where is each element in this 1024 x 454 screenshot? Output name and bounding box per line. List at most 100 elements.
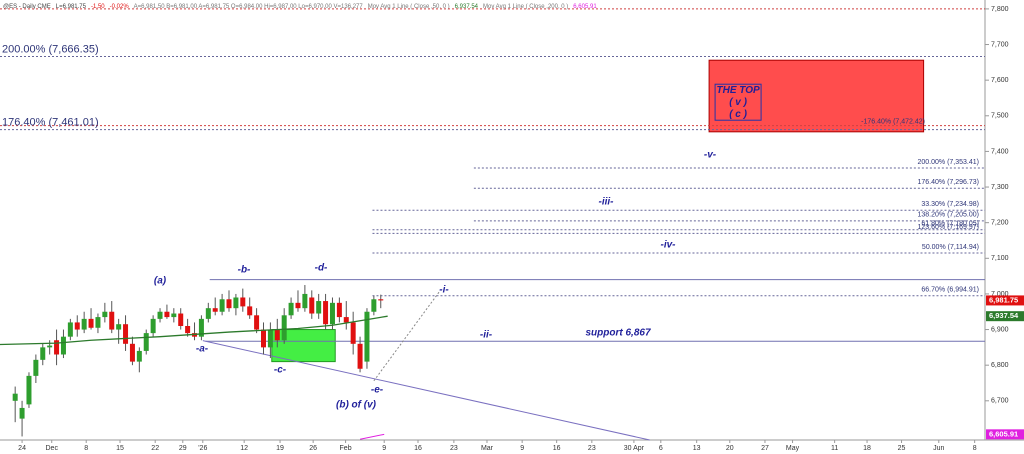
price-tag — [986, 295, 1024, 306]
y-tick-label: 7,100 — [991, 255, 1009, 262]
annotation: (b) of (v) — [336, 400, 377, 411]
candle-body — [109, 311, 115, 330]
price-tag-label: 6,981.75 — [989, 295, 1018, 304]
y-tick-label: 7,700 — [991, 41, 1009, 48]
candle-body — [323, 301, 329, 325]
annotation: -b- — [238, 265, 251, 276]
candle-body — [212, 308, 218, 312]
header-item: L=6,981.75 — [56, 4, 87, 10]
top-label: THE TOP — [717, 85, 760, 96]
y-tick-label: 7,600 — [991, 77, 1009, 84]
x-tick-label: 6 — [659, 445, 663, 452]
x-tick-label: 16 — [414, 445, 422, 452]
candle-body — [295, 302, 301, 309]
candle-body — [74, 322, 80, 330]
candle-body — [19, 407, 25, 419]
candle-body — [350, 322, 356, 344]
annotation: -ii- — [480, 330, 493, 341]
candle-body — [129, 343, 135, 362]
x-tick-label: 24 — [18, 445, 26, 452]
annotation: -c- — [274, 365, 287, 376]
header-item: 6,605.91 — [573, 4, 597, 10]
x-tick-label: 9 — [382, 445, 386, 452]
header: @ES - Daily CME L=6,981.75 -1.50 -0.02% A=6,… — [3, 4, 597, 10]
x-tick-label: 20 — [726, 445, 734, 452]
candle-body — [364, 311, 370, 362]
annotation: -e- — [371, 385, 384, 396]
price-tag-label: 6,605.91 — [989, 429, 1018, 438]
level-label: 138.20% (7,205.00) — [918, 212, 980, 219]
level-label: 200.00% (7,353.41) — [918, 159, 980, 166]
candle-body — [302, 293, 308, 309]
header-item: A=6,981.50 B=6,981.00 A=6,981.75 O=6,984… — [134, 4, 364, 10]
x-tick-label: Mar — [481, 445, 494, 452]
candle-body — [26, 375, 32, 405]
annotation: -v- — [704, 150, 717, 161]
x-tick-label: 18 — [863, 445, 871, 452]
level-label: 123.60% (7,169.97) — [918, 224, 980, 231]
y-tick-label: 7,000 — [991, 291, 1009, 298]
candle-body — [240, 297, 246, 307]
candle-body — [288, 302, 294, 316]
x-tick-label: 19 — [276, 445, 284, 452]
annotation: -d- — [315, 263, 328, 274]
y-tick-label: 7,500 — [991, 113, 1009, 120]
x-tick-label: 13 — [693, 445, 701, 452]
x-tick-label: 9 — [520, 445, 524, 452]
annotation: -i- — [439, 285, 449, 296]
box-zone — [271, 329, 336, 363]
level-label: 61.80% (7,180.05) — [921, 221, 979, 228]
candle-body — [136, 350, 142, 362]
candle-body — [378, 299, 384, 301]
ma200 — [359, 433, 385, 440]
level-label: 176.40% (7,461.01) — [2, 117, 99, 129]
projection — [373, 290, 441, 382]
candle-body — [316, 301, 322, 314]
level-label: 200.00% (7,666.35) — [2, 43, 99, 55]
candle-body — [219, 299, 225, 312]
x-tick-label: 16 — [553, 445, 561, 452]
header-item: -1.50 — [91, 4, 105, 10]
candle-body — [198, 318, 204, 337]
x-tick-label: Dec — [46, 445, 59, 452]
level-label: 33.30% (7,234.98) — [921, 201, 979, 208]
top-label: ( c ) — [729, 109, 747, 120]
x-tick-label: 23 — [588, 445, 596, 452]
x-tick-label: 15 — [116, 445, 124, 452]
candle-body — [343, 317, 349, 323]
annotation: (a) — [154, 276, 167, 287]
candle-body — [281, 315, 287, 341]
candle-body — [254, 315, 260, 330]
x-tick-label: 26 — [309, 445, 317, 452]
header-item: 6,937.54 — [455, 4, 479, 10]
header-item: -0.02% — [110, 4, 130, 10]
x-tick-label: Jun — [933, 445, 944, 452]
annotation: -iii- — [599, 197, 615, 208]
candle-body — [371, 299, 377, 312]
annotation: -iv- — [661, 240, 677, 251]
x-tick-label: '26 — [198, 445, 207, 452]
candle-body — [123, 324, 129, 344]
header-item: @ES - Daily CME — [3, 4, 51, 10]
candle-body — [267, 329, 273, 348]
x-tick-label: May — [786, 445, 800, 452]
candle-body — [67, 322, 73, 337]
candle-body — [143, 333, 149, 351]
annotation: support 6,867 — [585, 328, 650, 339]
level-label: -176.40% (7,472.42) — [861, 118, 925, 125]
candle-body — [329, 302, 335, 325]
candle-body — [357, 343, 363, 369]
candle-body — [247, 306, 253, 316]
y-tick-label: 6,800 — [991, 362, 1009, 369]
candle-body — [60, 336, 66, 355]
candle-body — [205, 308, 211, 319]
x-tick-label: 27 — [761, 445, 769, 452]
y-tick-label: 6,700 — [991, 398, 1009, 405]
level-label: 66.70% (6,994.91) — [921, 287, 979, 294]
candle-body — [95, 317, 101, 328]
header-item: Mov Avg 1 Line ( Close ,50, 0 ) — [368, 4, 450, 10]
candle-body — [33, 359, 39, 376]
price-tag-label: 6,937.54 — [989, 311, 1019, 320]
candle-body — [309, 297, 315, 314]
